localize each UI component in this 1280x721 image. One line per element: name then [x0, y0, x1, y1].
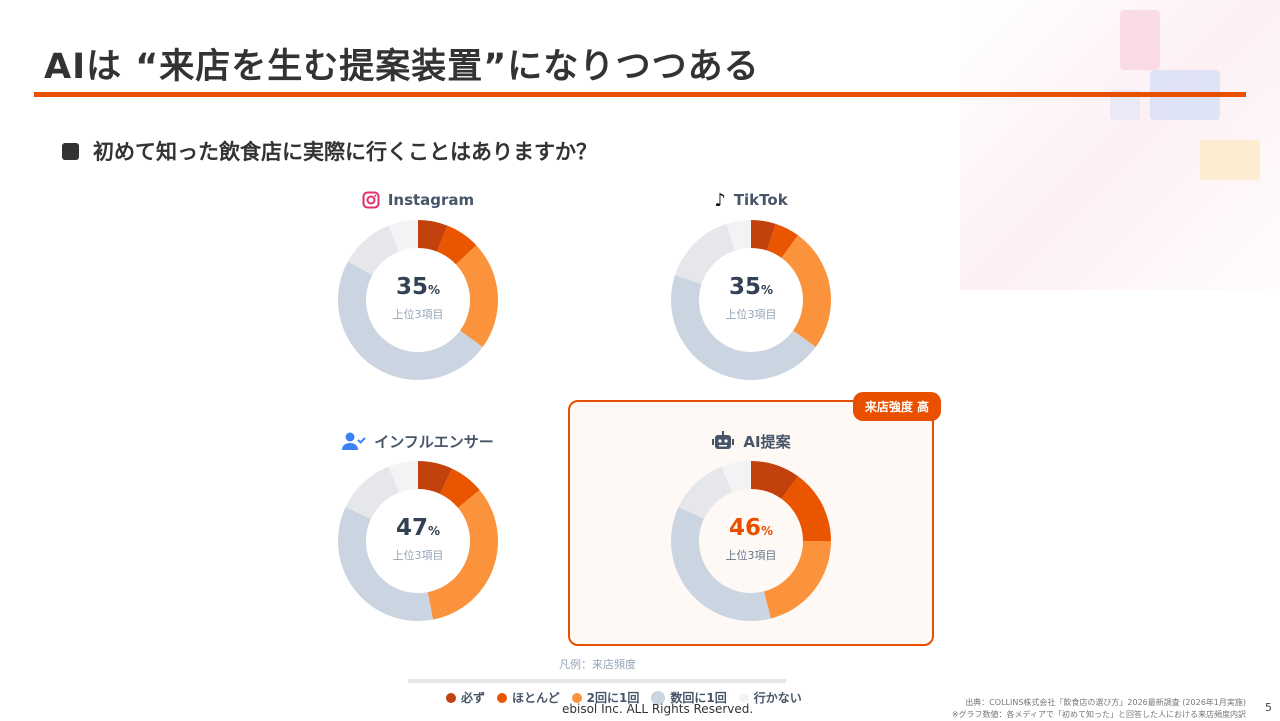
legend: 必ず ほとんど 2回に1回 数回に1回 行かない	[446, 689, 802, 706]
legend-item: 数回に1回	[651, 689, 727, 706]
segment-must	[751, 220, 776, 251]
segment-half	[455, 245, 498, 348]
legend-swatch	[497, 692, 508, 703]
legend-divider	[408, 679, 786, 683]
copyright: ebisol Inc. ALL Rights Reserved.	[562, 702, 754, 716]
top3-percent: 35%	[728, 274, 774, 300]
segment-mostly	[440, 468, 480, 508]
segment-few	[337, 261, 483, 381]
segment-must	[418, 461, 453, 494]
segment-must	[418, 220, 448, 252]
question-text: 初めて知った飲食店に実際に行くことはありますか？	[93, 140, 597, 164]
legend-title: 凡例：来店頻度	[559, 658, 636, 671]
page-number: 5	[1265, 701, 1272, 714]
legend-item: 行かない	[738, 689, 802, 706]
legend-swatch	[651, 690, 666, 705]
bullet-square-icon	[62, 142, 79, 160]
segment-mostly	[767, 223, 799, 258]
top3-percent: 46%	[728, 515, 774, 541]
page-title: AIは “来店を生む提案装置”になりつつある	[44, 47, 760, 87]
legend-item: 2回に1回	[571, 689, 639, 706]
legend-swatch	[446, 692, 456, 703]
source-note: 出典：COLLINS株式会社「飲食店の選び方」2026最新調査 (2026年1月…	[951, 698, 1246, 719]
legend-item: ほとんど	[497, 689, 560, 706]
top3-label: 上位3項目	[392, 549, 444, 562]
top3-percent: 35%	[395, 274, 441, 300]
question: 初めて知った飲食店に実際に行くことはありますか？	[62, 136, 597, 166]
chart-title: Instagram	[387, 191, 475, 209]
chart-instagram: Instagram 35% 上位3項目	[318, 188, 518, 382]
user-check-icon	[342, 432, 366, 450]
intensity-badge: 来店強度 高	[852, 392, 941, 421]
chart-title: TikTok	[733, 191, 788, 209]
segment-mostly	[437, 225, 477, 265]
tiktok-icon: ♪	[714, 189, 726, 211]
segment-other	[345, 466, 399, 519]
segment-mostly	[781, 476, 831, 541]
segment-few	[671, 506, 771, 621]
top3-label: 上位3項目	[725, 549, 777, 562]
segment-must	[751, 461, 799, 499]
legend-swatch	[571, 692, 582, 703]
chart-title: AI提案	[743, 432, 791, 451]
segment-half	[763, 541, 831, 619]
robot-icon	[712, 431, 735, 449]
segment-half	[781, 235, 831, 348]
segment-few	[671, 275, 816, 380]
segment-few	[338, 506, 433, 621]
title-underline	[34, 92, 1246, 97]
segment-never	[388, 461, 418, 493]
top3-label: 上位3項目	[392, 308, 444, 321]
segment-other	[678, 466, 732, 519]
segment-other	[347, 225, 399, 275]
legend-swatch	[738, 692, 749, 703]
chart-influencer: インフルエンサー 47% 上位3項目	[318, 429, 518, 623]
chart-tiktok: ♪ TikTok 35% 上位3項目	[651, 188, 851, 382]
segment-never	[721, 461, 751, 493]
chart-ai: AI提案 46% 上位3項目	[651, 429, 851, 623]
decorative-illustration	[960, 0, 1280, 290]
chart-title: インフルエンサー	[374, 432, 494, 451]
segment-never	[726, 220, 751, 251]
top3-percent: 47%	[395, 515, 441, 541]
legend-item: 必ず	[446, 689, 485, 706]
top3-label: 上位3項目	[725, 308, 777, 321]
segment-never	[388, 220, 418, 252]
instagram-icon	[362, 191, 380, 209]
segment-other	[674, 223, 735, 284]
segment-half	[427, 490, 498, 620]
